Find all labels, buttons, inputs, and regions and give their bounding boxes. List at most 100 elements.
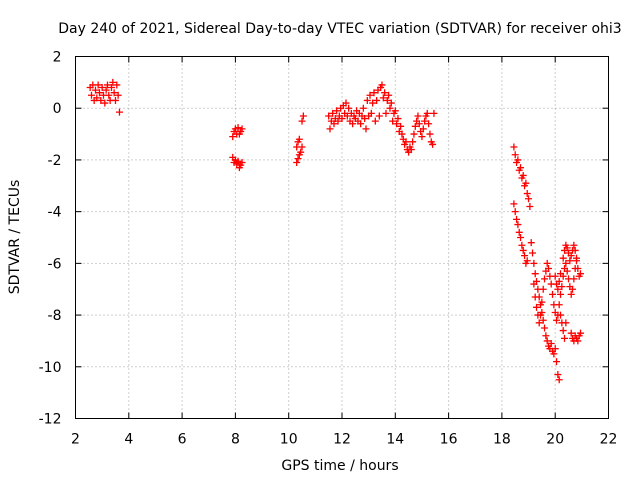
data-point — [559, 254, 567, 262]
data-point — [334, 117, 342, 125]
data-point — [378, 81, 386, 89]
data-point — [370, 89, 378, 97]
data-point — [553, 316, 561, 324]
data-point — [234, 124, 242, 132]
data-point — [91, 86, 99, 94]
data-point — [97, 96, 105, 104]
data-point — [410, 130, 418, 138]
data-point — [381, 89, 389, 97]
data-point — [523, 257, 531, 265]
x-tick-label: 8 — [231, 432, 240, 448]
data-point — [517, 234, 525, 241]
x-tick-label: 6 — [178, 432, 187, 448]
data-point — [343, 112, 351, 120]
data-point — [510, 143, 518, 151]
data-point — [325, 112, 333, 120]
data-point — [518, 241, 526, 249]
data-point — [299, 112, 307, 120]
data-point — [533, 303, 541, 311]
data-point — [563, 244, 571, 252]
data-point — [562, 319, 570, 327]
data-point — [543, 259, 551, 267]
chart-title: Day 240 of 2021, Sidereal Day-to-day VTE… — [58, 21, 621, 37]
data-point — [567, 329, 575, 337]
data-point — [547, 340, 555, 348]
data-point — [295, 135, 303, 143]
data-point — [511, 208, 519, 216]
data-point — [541, 324, 549, 332]
data-point — [555, 301, 563, 309]
data-point — [349, 120, 357, 128]
x-tick-label: 16 — [440, 432, 458, 448]
data-point — [558, 283, 566, 291]
data-point — [109, 78, 117, 86]
data-point — [543, 337, 551, 345]
data-point — [385, 91, 393, 99]
data-point — [550, 350, 558, 358]
data-point — [342, 99, 350, 107]
x-axis-label: GPS time / hours — [281, 458, 398, 474]
data-point — [519, 246, 527, 254]
data-point — [94, 81, 102, 89]
data-point — [529, 249, 537, 257]
data-point — [238, 159, 246, 167]
data-point — [411, 122, 419, 130]
data-point — [357, 120, 365, 128]
data-point — [345, 104, 353, 112]
data-point — [513, 215, 521, 223]
data-point — [523, 190, 531, 198]
data-point — [522, 179, 530, 187]
data-point — [521, 252, 529, 260]
data-point — [333, 107, 341, 115]
data-point — [402, 138, 410, 146]
y-tick-label: 0 — [53, 101, 62, 117]
data-point — [383, 96, 391, 104]
grid-lines — [75, 56, 609, 419]
data-point — [559, 327, 567, 335]
data-point — [574, 337, 582, 345]
data-point — [577, 270, 585, 278]
data-point — [361, 115, 369, 123]
data-point — [229, 133, 237, 141]
data-point — [530, 280, 538, 288]
data-point — [570, 275, 578, 283]
data-point — [531, 270, 539, 278]
data-point — [527, 239, 535, 247]
data-point — [519, 171, 527, 179]
data-point — [114, 91, 122, 99]
data-point — [426, 130, 434, 138]
data-point — [115, 108, 123, 116]
y-tick-label: -4 — [48, 205, 62, 221]
data-point — [511, 151, 519, 159]
x-tick-label: 20 — [546, 432, 564, 448]
data-point — [562, 259, 570, 267]
y-tick-label: -8 — [48, 308, 62, 324]
data-point — [330, 120, 338, 128]
y-tick-label: 2 — [53, 50, 62, 66]
data-point — [573, 254, 581, 262]
data-point — [555, 376, 563, 384]
data-point — [415, 120, 423, 128]
data-point — [531, 293, 539, 301]
data-point — [537, 311, 545, 319]
data-point — [557, 311, 565, 319]
data-point — [338, 115, 346, 123]
data-point — [397, 122, 405, 130]
data-point — [510, 200, 518, 208]
data-point — [530, 259, 538, 267]
x-tick-label: 18 — [493, 432, 511, 448]
x-tick-label: 4 — [124, 432, 133, 448]
data-point — [359, 104, 367, 112]
data-point — [363, 96, 371, 104]
data-point — [369, 99, 377, 107]
data-point — [297, 148, 305, 156]
data-point — [87, 91, 95, 99]
data-point — [569, 285, 577, 293]
data-point — [407, 146, 415, 154]
data-point — [514, 156, 522, 164]
x-tick-label: 12 — [333, 432, 351, 448]
data-point — [549, 290, 557, 298]
data-point — [574, 265, 582, 273]
data-point — [514, 221, 522, 229]
